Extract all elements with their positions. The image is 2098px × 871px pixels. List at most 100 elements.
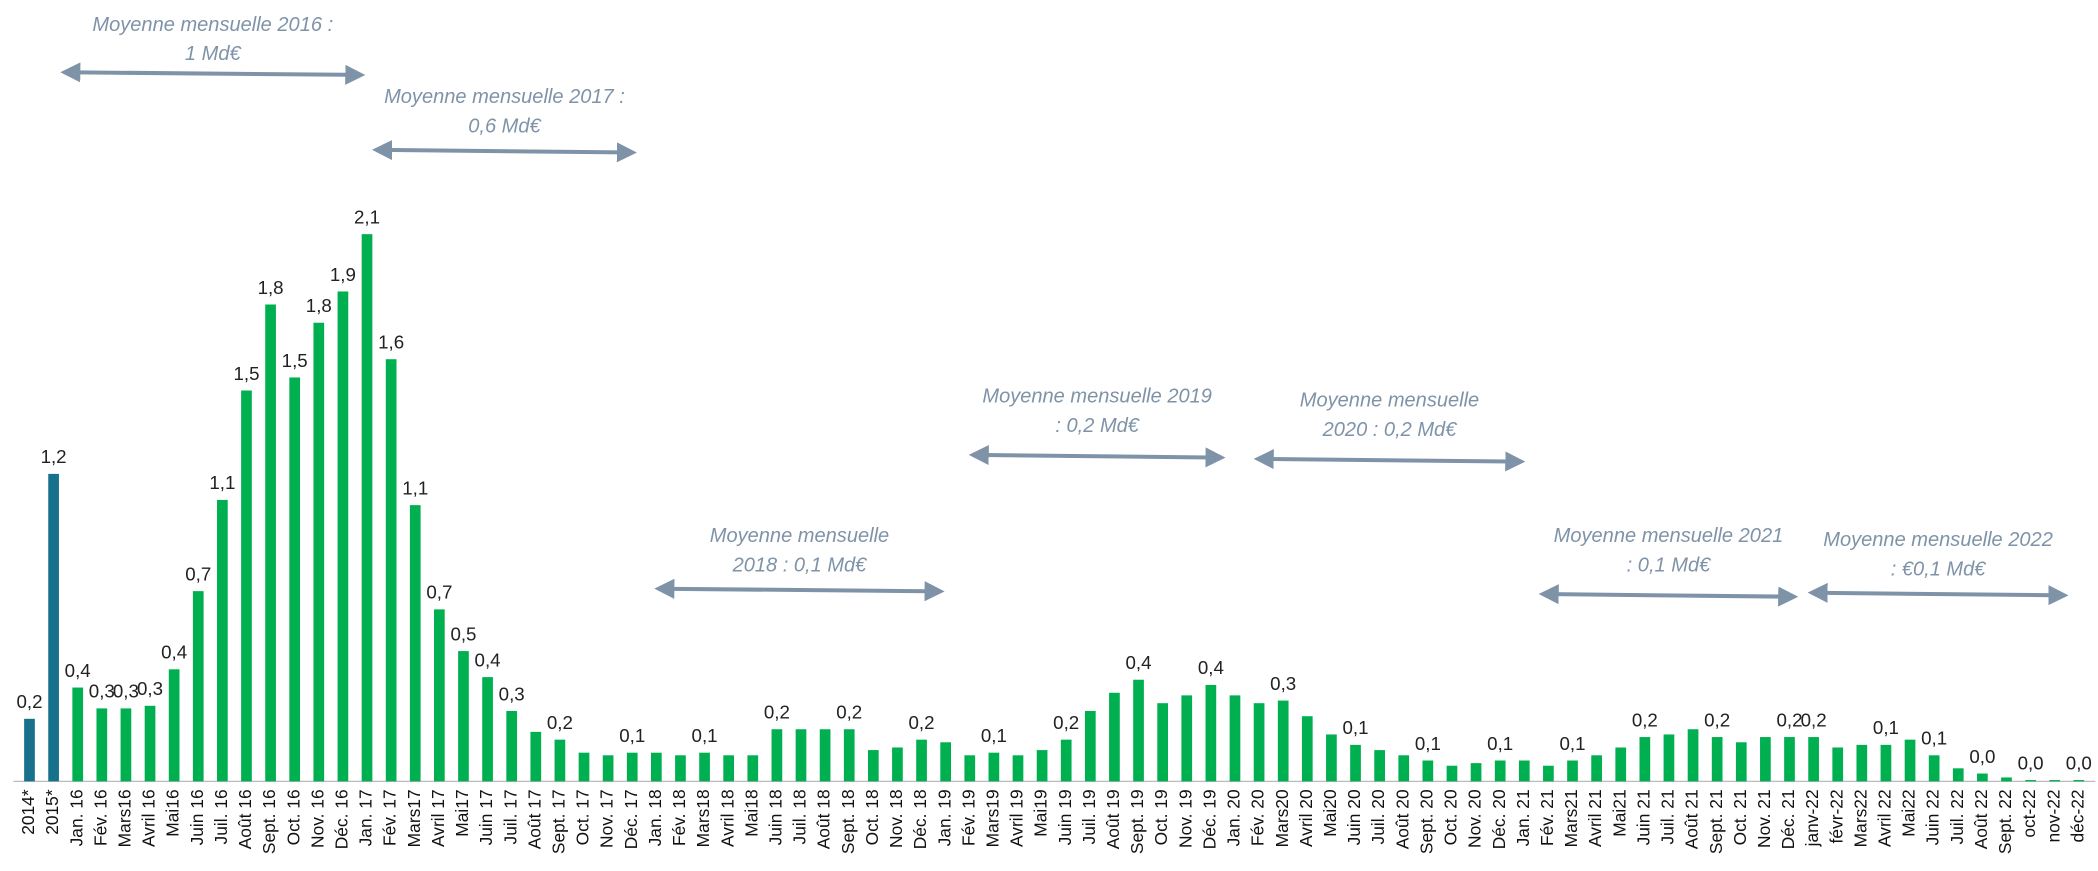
x-tick-label: Sept. 22: [1995, 789, 2015, 854]
bar: [434, 609, 445, 782]
bar: [168, 669, 180, 782]
x-tick-label: Août 21: [1682, 789, 1702, 849]
bar: [1711, 737, 1723, 782]
x-tick-label: Mars19: [982, 789, 1002, 847]
x-tick-label: Sept. 20: [1416, 789, 1436, 854]
x-tick-label: Avril 19: [1007, 789, 1027, 847]
x-tick-label: Fév. 19: [958, 789, 978, 846]
bar: [1880, 744, 1892, 782]
x-tick-label: Avril 16: [139, 789, 159, 847]
bar: [1350, 744, 1361, 782]
value-label: 0,2: [764, 702, 790, 723]
x-tick-label: Juil. 19: [1079, 789, 1099, 844]
x-tick-label: Jan. 16: [66, 789, 86, 846]
x-tick-label: Jan. 17: [356, 789, 376, 846]
x-tick-label: Août 20: [1392, 789, 1412, 849]
x-tick-label: Fév. 18: [669, 789, 689, 846]
x-tick-label: Oct. 16: [283, 789, 303, 845]
x-tick-label: Jan. 21: [1513, 789, 1533, 846]
annotation-text: Moyenne mensuelle 2017 :: [384, 86, 625, 108]
x-tick-label: Déc. 19: [1199, 789, 1219, 849]
annotation-text: Moyenne mensuelle: [710, 525, 889, 547]
x-tick-label: Mars16: [115, 789, 135, 847]
value-label: 1,2: [41, 446, 67, 467]
value-label: 1,5: [233, 363, 259, 384]
x-tick-label: Juin 17: [476, 789, 496, 845]
value-label: 0,2: [836, 702, 862, 723]
x-tick-label: janv-22: [1802, 789, 1822, 847]
value-label: 0,3: [113, 681, 139, 702]
bar: [361, 234, 373, 782]
annotation-text: : €0,1 Md€: [1891, 558, 1988, 580]
value-label: 0,1: [1487, 733, 1513, 754]
x-tick-label: Déc. 17: [621, 789, 641, 849]
bar: [1784, 737, 1795, 782]
annotation-arrow: [968, 445, 1226, 468]
x-tick-label: Août 19: [1103, 789, 1123, 849]
value-label: 0,4: [65, 660, 91, 681]
bar: [24, 718, 35, 782]
value-label: 0,1: [619, 725, 645, 746]
x-tick-label: Juil. 21: [1658, 789, 1678, 844]
x-tick-label: Mars20: [1272, 789, 1292, 847]
annotation-text: Moyenne mensuelle 2016 :: [92, 14, 333, 36]
annotation-text: Moyenne mensuelle: [1300, 390, 1479, 412]
x-tick-label: déc-22: [2067, 789, 2087, 842]
x-tick-label: Mars22: [1850, 789, 1870, 847]
x-tick-label: Nov. 18: [886, 789, 906, 848]
bar: [385, 359, 397, 782]
bar: [916, 739, 927, 782]
bar: [96, 708, 108, 782]
bar: [795, 729, 807, 782]
value-label: 0,3: [499, 683, 525, 704]
x-tick-label: Mars18: [693, 789, 713, 847]
annotation-arrow: [372, 139, 637, 163]
value-label: 1,9: [330, 264, 356, 285]
bar: [313, 322, 325, 782]
value-label: 0,1: [981, 725, 1007, 746]
value-label: 0,3: [89, 681, 115, 702]
bar: [1036, 750, 1048, 782]
x-tick-label: Avril 20: [1296, 789, 1316, 847]
bar: [650, 752, 662, 782]
bar: [1543, 765, 1554, 782]
bar: [482, 677, 493, 782]
value-label: 0,4: [475, 649, 501, 670]
value-label: 0,1: [1415, 733, 1441, 754]
bar: [1808, 737, 1819, 782]
x-tick-label: Fév. 21: [1537, 789, 1557, 846]
x-tick-label: Mai16: [163, 789, 183, 836]
bar: [1157, 703, 1168, 782]
x-tick-label: Avril 21: [1585, 789, 1605, 847]
x-tick-label: Juin 18: [765, 789, 785, 845]
value-label: 0,1: [1873, 717, 1899, 738]
x-tick-label: Juil. 20: [1368, 789, 1388, 844]
bar: [675, 755, 686, 782]
x-tick-label: Sept. 16: [259, 789, 279, 854]
annotation-arrow: [1807, 582, 2069, 606]
x-tick-label: Août 22: [1971, 789, 1991, 849]
annotation-text: 2018 : 0,1 Md€: [732, 554, 869, 576]
bar: [48, 473, 59, 782]
bar: [843, 729, 855, 782]
x-tick-label: Mai17: [452, 789, 472, 836]
x-tick-label: Juin 21: [1633, 789, 1653, 845]
value-label: 0,2: [16, 691, 42, 712]
annotation-text: Moyenne mensuelle 2019: [982, 386, 1212, 408]
x-tick-label: févr-22: [1826, 789, 1846, 843]
annotation-text: : 0,2 Md€: [1055, 415, 1140, 437]
bar: [506, 711, 518, 782]
bar: [1446, 765, 1458, 782]
x-tick-label: Sept. 19: [1127, 789, 1147, 854]
value-label: 0,2: [1632, 709, 1658, 730]
value-label: 0,2: [1704, 709, 1730, 730]
value-label: 1,1: [209, 472, 235, 493]
annotation-arrow: [1538, 584, 1799, 607]
x-tick-label: Nov. 17: [597, 789, 617, 848]
value-label: 0,0: [2066, 752, 2092, 773]
bar: [1735, 742, 1747, 782]
x-tick-label: Oct. 18: [862, 789, 882, 845]
x-tick-label: Jan. 19: [934, 789, 954, 846]
x-tick-label: Mai20: [1320, 789, 1340, 836]
x-tick-label: 2015*: [42, 789, 62, 835]
